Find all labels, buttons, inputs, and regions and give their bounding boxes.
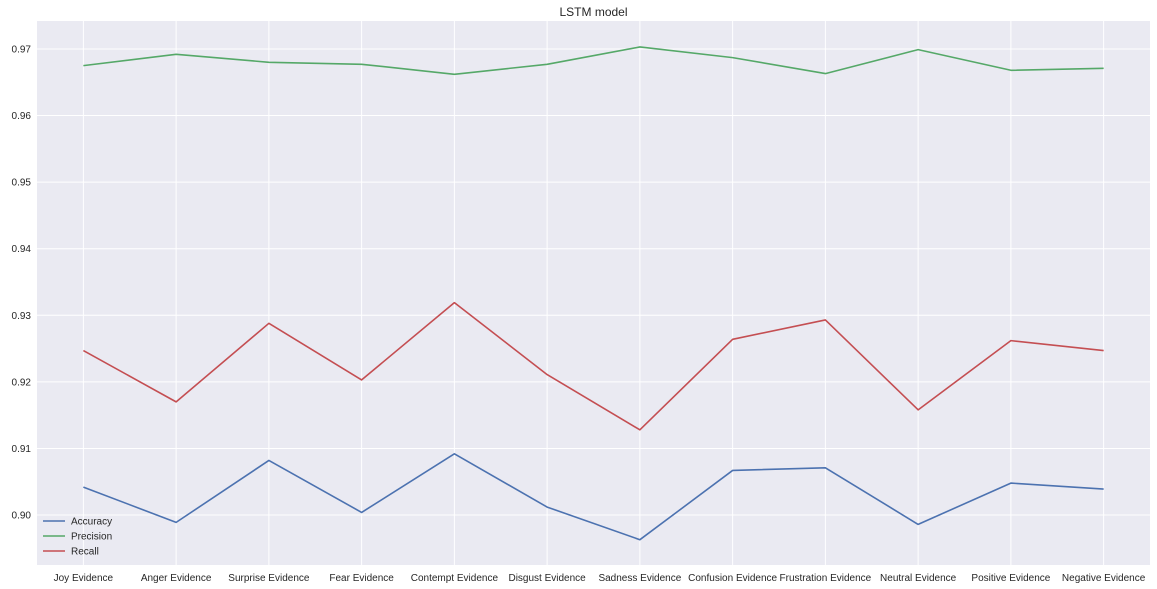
series-lines — [82, 46, 1104, 541]
chart-title: LSTM model — [559, 5, 627, 19]
grid-lines — [37, 21, 1150, 565]
x-tick-label: Sadness Evidence — [598, 573, 681, 584]
y-tick-label: 0.96 — [12, 111, 32, 122]
legend-label-accuracy: Accuracy — [71, 517, 112, 528]
y-tick-label: 0.95 — [12, 178, 32, 189]
y-tick-label: 0.94 — [12, 244, 32, 255]
y-tick-label: 0.91 — [12, 444, 32, 455]
y-tick-label: 0.97 — [12, 44, 32, 55]
x-tick-label: Contempt Evidence — [411, 573, 499, 584]
legend-label-precision: Precision — [71, 532, 112, 543]
x-tick-label: Joy Evidence — [54, 573, 114, 584]
y-tick-label: 0.90 — [12, 511, 32, 522]
x-tick-label: Positive Evidence — [971, 573, 1050, 584]
x-tick-label: Anger Evidence — [141, 573, 212, 584]
y-tick-labels: 0.90 0.91 0.92 0.93 0.94 0.95 0.96 0.97 — [12, 44, 32, 521]
x-tick-label: Surprise Evidence — [228, 573, 310, 584]
x-tick-label: Disgust Evidence — [508, 573, 586, 584]
legend-label-recall: Recall — [71, 547, 99, 558]
legend: Accuracy Precision Recall — [43, 517, 112, 558]
y-tick-label: 0.93 — [12, 311, 32, 322]
x-tick-label: Neutral Evidence — [880, 573, 957, 584]
series-line-precision — [83, 46, 1104, 76]
x-tick-label: Negative Evidence — [1062, 573, 1146, 584]
x-tick-label: Confusion Evidence — [688, 573, 777, 584]
series-line-accuracy — [83, 452, 1104, 541]
x-tick-label: Fear Evidence — [329, 573, 394, 584]
x-tick-labels: Joy Evidence Anger Evidence Surprise Evide… — [54, 573, 1146, 584]
x-tick-label: Frustration Evidence — [780, 573, 872, 584]
series-line-recall — [82, 301, 1104, 431]
plot-background — [37, 21, 1150, 565]
y-tick-label: 0.92 — [12, 377, 32, 388]
